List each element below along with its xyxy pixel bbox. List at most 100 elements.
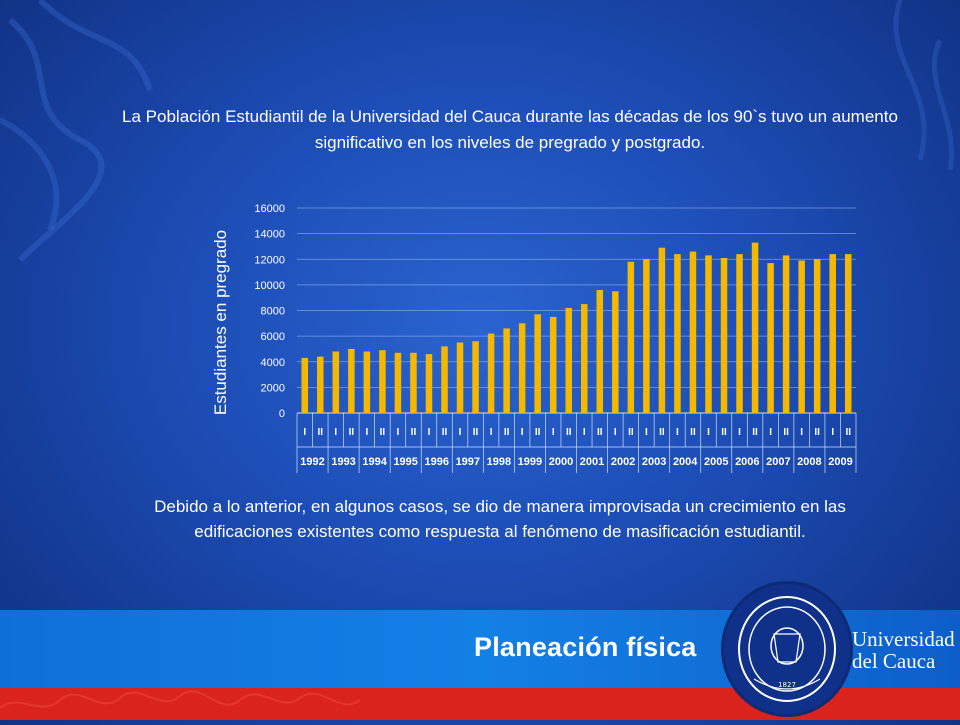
period-label: II <box>752 427 758 438</box>
university-name-line1: Universidad <box>852 627 955 651</box>
bar <box>674 254 681 413</box>
period-label: II <box>349 427 355 438</box>
y-tick-label: 2000 <box>261 382 285 394</box>
period-label: I <box>676 427 679 438</box>
y-tick-label: 10000 <box>254 280 285 292</box>
bar <box>317 356 324 413</box>
year-label: 2002 <box>611 456 635 468</box>
period-label: II <box>690 427 696 438</box>
bar <box>441 346 448 413</box>
year-label: 1997 <box>456 456 480 468</box>
year-label: 2006 <box>735 456 759 468</box>
bar <box>332 351 340 413</box>
bar <box>612 291 619 413</box>
year-label: 2000 <box>549 456 573 468</box>
bar <box>410 352 417 413</box>
bar <box>549 316 557 413</box>
bar <box>813 259 821 413</box>
period-label: I <box>707 427 710 438</box>
year-label: 1992 <box>300 456 324 468</box>
bar <box>581 304 588 413</box>
period-label: II <box>659 427 665 438</box>
bar <box>782 255 790 413</box>
bar-chart-svg: Estudiantes en pregrado 0 2000 4000 6000 8000… <box>211 203 857 473</box>
bar <box>456 342 464 413</box>
period-label: II <box>411 427 417 438</box>
bar <box>658 247 666 413</box>
period-label: II <box>783 427 789 438</box>
year-label: 2009 <box>828 456 852 468</box>
bar <box>736 254 743 413</box>
year-label: 1999 <box>518 456 542 468</box>
period-label: I <box>738 427 741 438</box>
period-label: I <box>645 427 648 438</box>
period-label: I <box>552 427 555 438</box>
bar <box>751 242 759 413</box>
bar <box>363 351 371 413</box>
seal-year: 1827 <box>778 681 796 689</box>
university-name-line2: del Cauca <box>852 649 936 673</box>
bar <box>720 257 728 413</box>
bar <box>394 352 402 413</box>
bar <box>689 251 697 413</box>
period-label: II <box>442 427 448 438</box>
period-label: II <box>597 427 603 438</box>
conclusion-paragraph: Debido a lo anterior, en algunos casos, … <box>154 497 846 541</box>
year-label: 2005 <box>704 456 728 468</box>
seal-icon: 1827 <box>738 596 836 702</box>
period-label: II <box>535 427 541 438</box>
year-label: 1994 <box>362 456 387 468</box>
year-label: 1998 <box>487 456 511 468</box>
bar <box>565 307 572 413</box>
bar <box>596 290 604 413</box>
y-tick-label: 4000 <box>261 357 285 369</box>
y-axis-label: Estudiantes en pregrado <box>211 230 230 415</box>
year-label: 1996 <box>425 456 449 468</box>
period-label: I <box>769 427 772 438</box>
year-label: 2001 <box>580 456 604 468</box>
y-tick-label: 0 <box>279 408 285 420</box>
bar <box>627 261 635 413</box>
year-label: 2007 <box>766 456 790 468</box>
period-label: I <box>583 427 586 438</box>
bar <box>534 314 541 413</box>
footer-pattern <box>0 690 361 709</box>
bar <box>518 323 526 413</box>
period-label: I <box>800 427 803 438</box>
period-label: II <box>721 427 727 438</box>
period-label: II <box>628 427 634 438</box>
bar <box>301 357 309 413</box>
bar <box>487 333 495 413</box>
year-label: 2008 <box>797 456 821 468</box>
y-tick-label: 8000 <box>261 306 285 318</box>
year-label: 1993 <box>331 456 355 468</box>
period-label: I <box>490 427 493 438</box>
bar <box>844 254 852 413</box>
intro-paragraph: La Población Estudiantil de la Universid… <box>122 107 898 152</box>
period-label: II <box>845 427 851 438</box>
period-label: I <box>303 427 306 438</box>
period-label: I <box>365 427 368 438</box>
bar <box>829 254 836 413</box>
bar <box>379 350 386 413</box>
period-label: I <box>428 427 431 438</box>
period-label: II <box>566 427 572 438</box>
period-label: I <box>831 427 834 438</box>
bar <box>348 348 355 413</box>
university-seal: 1827 <box>724 584 850 714</box>
enrollment-chart: Estudiantes en pregrado 0 2000 4000 6000 8000… <box>200 196 880 476</box>
bar <box>503 328 510 413</box>
period-label: II <box>473 427 479 438</box>
period-label: I <box>397 427 400 438</box>
period-label: II <box>380 427 386 438</box>
bar <box>472 341 479 413</box>
bar <box>643 259 650 413</box>
footer-title: Planeación física <box>474 632 697 662</box>
period-label: II <box>504 427 510 438</box>
year-label: 2004 <box>673 456 698 468</box>
bar <box>705 255 712 413</box>
y-tick-label: 12000 <box>254 254 285 266</box>
period-label: II <box>318 427 324 438</box>
year-label: 2003 <box>642 456 666 468</box>
period-label: II <box>814 427 820 438</box>
